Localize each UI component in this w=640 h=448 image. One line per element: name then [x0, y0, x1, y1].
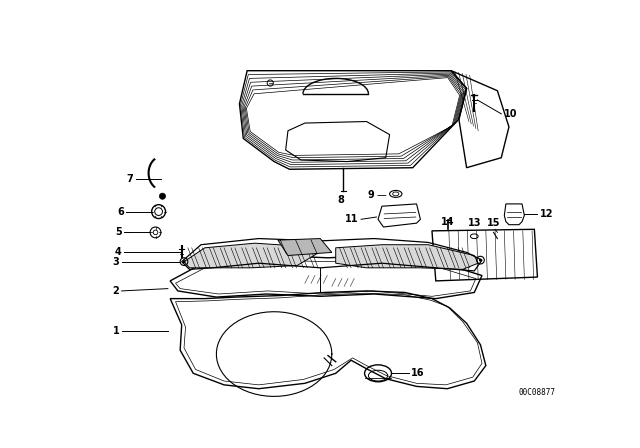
Text: 1: 1 — [113, 326, 119, 336]
Text: 14: 14 — [442, 217, 455, 227]
Polygon shape — [278, 238, 332, 255]
Text: 15: 15 — [487, 218, 500, 228]
Text: 6: 6 — [117, 207, 124, 217]
Text: 2: 2 — [113, 286, 119, 296]
Text: 11: 11 — [346, 214, 359, 224]
Polygon shape — [336, 245, 478, 269]
Text: 9: 9 — [367, 190, 374, 200]
Polygon shape — [184, 243, 316, 268]
Text: 13: 13 — [468, 218, 481, 228]
Text: 12: 12 — [540, 209, 553, 219]
Text: 16: 16 — [411, 368, 425, 378]
Text: 3: 3 — [113, 257, 119, 267]
Circle shape — [159, 193, 166, 199]
Text: —: — — [123, 228, 132, 237]
Circle shape — [479, 258, 482, 262]
Text: 7: 7 — [127, 174, 133, 184]
Circle shape — [182, 260, 186, 263]
Text: 5: 5 — [115, 228, 122, 237]
Text: —: — — [376, 190, 387, 200]
Text: 4: 4 — [115, 247, 122, 258]
Text: 00C08877: 00C08877 — [518, 388, 555, 397]
Text: 10: 10 — [504, 109, 517, 119]
Text: 8: 8 — [338, 195, 344, 205]
